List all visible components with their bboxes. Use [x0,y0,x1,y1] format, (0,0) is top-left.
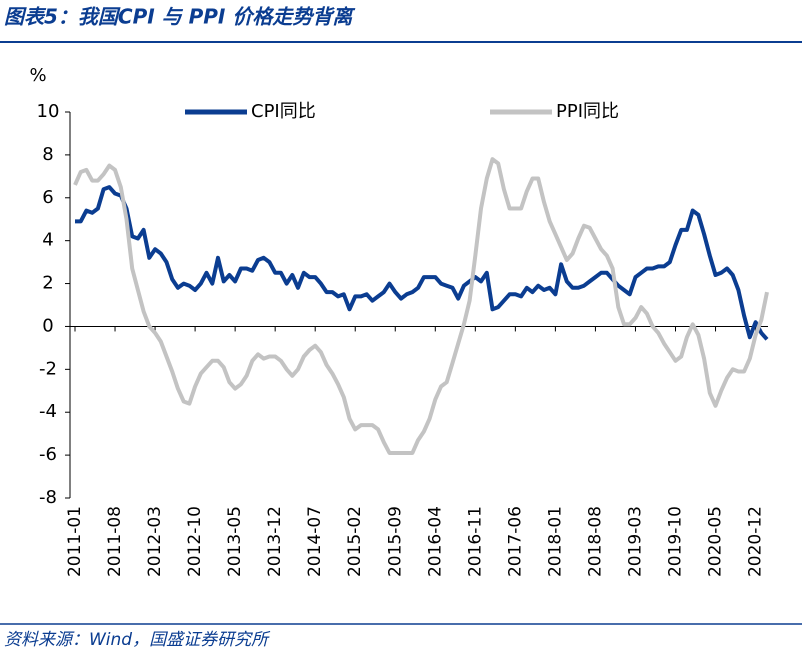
x-tick-label: 2011-08 [105,506,125,577]
x-tick-label: 2018-01 [545,506,565,577]
x-tick-label: 2012-10 [185,506,205,577]
y-tick-label: -6 [39,444,57,465]
y-tick-label: -8 [39,487,57,508]
x-tick-label: 2013-05 [225,506,245,577]
x-tick-label: 2019-10 [665,506,685,577]
x-tick-label: 2015-02 [345,506,365,577]
y-tick-label: -4 [39,401,57,422]
x-tick-label: 2016-04 [425,506,445,577]
y-tick-label: 6 [42,187,53,208]
y-tick-label: 2 [42,273,53,294]
y-tick-label: -2 [39,358,57,379]
y-tick-label: 4 [42,230,53,251]
series-line [73,157,769,455]
x-tick-label: 2014-07 [305,506,325,577]
y-tick-label: 8 [42,144,53,165]
series-line [75,185,769,341]
chart-title: 图表5：我国CPI 与 PPI 价格走势背离 [4,5,355,29]
x-tick-label: 2016-11 [465,506,485,577]
y-axis-label: % [29,65,46,86]
x-tick-label: 2018-08 [585,506,605,577]
legend-label: PPI同比 [556,101,619,122]
y-tick-label: 10 [37,101,60,122]
x-tick-label: 2012-03 [145,506,165,577]
x-tick-label: 2020-05 [706,506,726,577]
x-tick-label: 2013-12 [265,506,285,577]
x-tick-label: 2015-09 [385,506,405,577]
x-tick-label: 2020-12 [746,506,766,577]
x-tick-label: 2011-01 [65,506,85,577]
x-tick-label: 2017-06 [505,506,525,577]
y-tick-label: 0 [42,315,53,336]
source-note: 资料来源：Wind，国盛证券研究所 [4,630,271,650]
legend-label: CPI同比 [251,101,316,122]
x-tick-label: 2019-03 [625,506,645,577]
